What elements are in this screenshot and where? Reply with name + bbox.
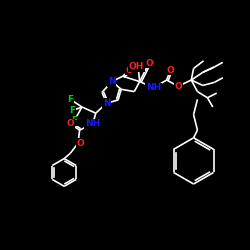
- Text: NH: NH: [146, 83, 161, 92]
- Text: O: O: [145, 58, 153, 68]
- Text: O: O: [76, 139, 84, 148]
- Text: O: O: [126, 66, 134, 74]
- Text: OH: OH: [129, 62, 144, 72]
- Text: F: F: [69, 106, 75, 115]
- Text: NH: NH: [85, 120, 100, 128]
- Text: O: O: [66, 120, 74, 128]
- Text: N: N: [108, 77, 116, 86]
- Text: N: N: [103, 99, 110, 108]
- Text: O: O: [174, 82, 182, 91]
- Text: F: F: [71, 116, 77, 125]
- Text: F: F: [67, 95, 73, 104]
- Text: O: O: [166, 66, 174, 74]
